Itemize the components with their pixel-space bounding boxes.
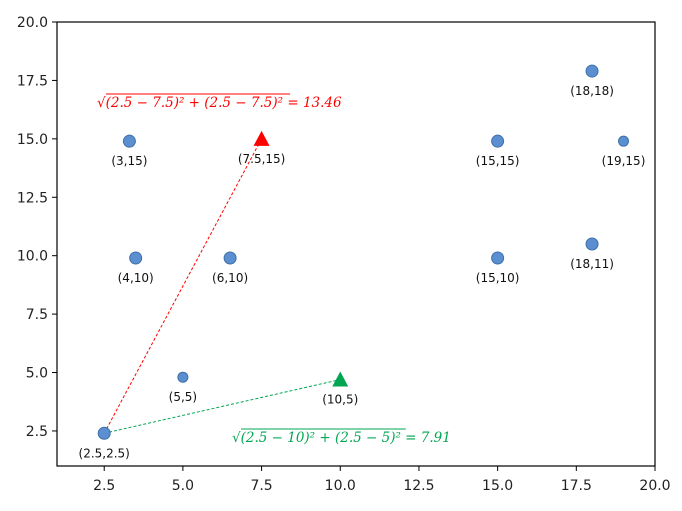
data-points (97, 64, 630, 440)
distance-formula: √(2.5 − 7.5)² + (2.5 − 7.5)² = 13.46 (97, 93, 342, 111)
point-labels: (2.5,2.5) (3,15) (4,10) (5,5) (6,10) (15,15) (… (79, 84, 646, 460)
triangle-marker (253, 130, 270, 146)
data-point (618, 135, 630, 147)
distance-line (103, 138, 263, 434)
triangle-label: (10,5) (322, 393, 358, 407)
data-point (177, 371, 189, 383)
y-tick-label: 10.0 (17, 249, 48, 265)
x-tick-label: 12.5 (403, 478, 434, 494)
data-point (585, 64, 599, 78)
distance-line (104, 379, 341, 434)
plot-area-frame (56, 21, 656, 467)
x-tick-label: 2.5 (93, 478, 115, 494)
y-tick-label: 17.5 (17, 73, 48, 89)
x-axis: 2.5 5.0 7.5 10.0 12.5 15.0 17.5 20.0 (93, 466, 671, 494)
point-label: (15,10) (476, 271, 520, 285)
point-label: (5,5) (169, 390, 197, 404)
triangle-label: (7.5,15) (238, 152, 286, 166)
formula-text: √(2.5 − 7.5)² + (2.5 − 7.5)² = 13.46 (97, 95, 342, 111)
y-axis: 2.5 5.0 7.5 10.0 12.5 15.0 17.5 20.0 (17, 15, 57, 440)
distance-formula: √(2.5 − 10)² + (2.5 − 5)² = 7.91 (232, 428, 451, 446)
triangle-marker (332, 371, 349, 387)
data-point (97, 426, 111, 440)
point-label: (15,15) (476, 154, 520, 168)
distance-formulas: √(2.5 − 7.5)² + (2.5 − 7.5)² = 13.46 √(2.… (97, 93, 451, 446)
y-tick-label: 2.5 (26, 424, 48, 440)
data-point (223, 251, 237, 265)
data-point (122, 134, 136, 148)
point-label: (18,18) (570, 84, 614, 98)
x-tick-label: 7.5 (250, 478, 272, 494)
y-tick-label: 7.5 (26, 307, 48, 323)
data-point (491, 251, 505, 265)
y-tick-label: 20.0 (17, 15, 48, 31)
data-point (491, 134, 505, 148)
x-tick-label: 10.0 (325, 478, 356, 494)
query-points (253, 130, 349, 387)
point-label: (4,10) (118, 271, 154, 285)
x-tick-label: 17.5 (561, 478, 592, 494)
point-label: (3,15) (111, 154, 147, 168)
data-point (585, 237, 599, 251)
x-tick-label: 20.0 (639, 478, 670, 494)
y-tick-label: 5.0 (26, 366, 48, 382)
distance-lines (103, 138, 341, 434)
y-tick-label: 15.0 (17, 132, 48, 148)
x-tick-label: 5.0 (172, 478, 194, 494)
point-label: (2.5,2.5) (79, 446, 130, 460)
formula-text: √(2.5 − 10)² + (2.5 − 5)² = 7.91 (232, 430, 451, 446)
point-label: (18,11) (570, 257, 614, 271)
data-point (129, 251, 143, 265)
point-label: (19,15) (602, 154, 646, 168)
y-tick-label: 12.5 (17, 190, 48, 206)
x-tick-label: 15.0 (482, 478, 513, 494)
point-label: (6,10) (212, 271, 248, 285)
